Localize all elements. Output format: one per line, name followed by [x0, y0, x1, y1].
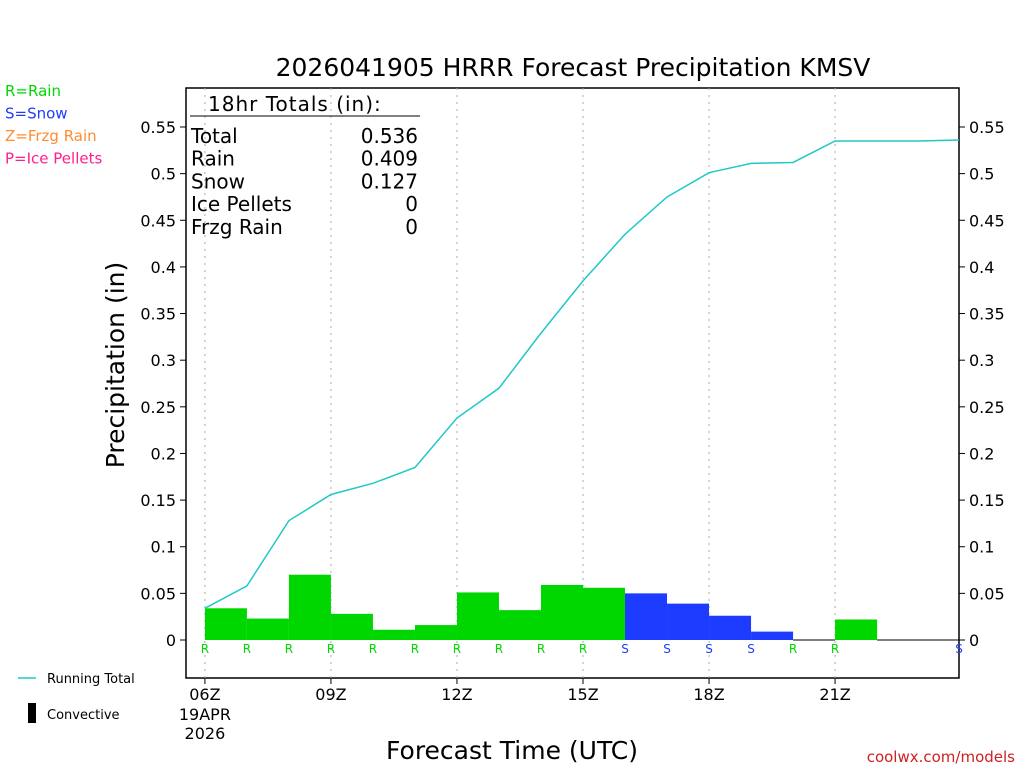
totals-value-ice-pellets: 0 — [405, 192, 418, 216]
bar-19 — [751, 631, 794, 640]
bar-12 — [456, 592, 499, 640]
totals-value-rain: 0.409 — [361, 147, 418, 171]
x-tick-sublabel-2026: 2026 — [185, 724, 226, 743]
y-tick-label-right-0.45: 0.45 — [969, 211, 1005, 230]
y-axis-right: 0 0.05 0.1 0.15 0.2 0.25 0.3 0.35 0.4 0.45 0.5 0.55 — [959, 118, 1005, 650]
x-axis-label: Forecast Time (UTC) — [386, 736, 638, 765]
running-total-line — [204, 139, 960, 609]
totals-header: 18hr Totals (in): — [208, 92, 382, 116]
bar-14 — [540, 584, 584, 640]
convective-legend-label: Convective — [47, 708, 120, 723]
totals-label-frzg-rain: Frzg Rain — [191, 215, 283, 239]
precip-type-legend: R=Rain S=Snow Z=Frzg Rain P=Ice Pellets — [5, 82, 102, 168]
y-axis-label: Precipitation (in) — [101, 262, 130, 469]
y-tick-label-left-0.3: 0.3 — [151, 351, 176, 370]
type-legend-r: R=Rain — [5, 82, 61, 100]
bar-18 — [709, 615, 752, 640]
running-total-series — [204, 139, 960, 609]
x-tick-label-18Z: 18Z — [693, 685, 724, 704]
convective-legend-swatch — [28, 703, 36, 723]
type-label-21: R — [831, 642, 839, 656]
y-tick-label-left-0.25: 0.25 — [140, 398, 176, 417]
type-label-9: R — [327, 642, 335, 656]
y-tick-label-right-0.2: 0.2 — [969, 444, 994, 463]
type-legend-p: P=Ice Pellets — [5, 150, 102, 168]
y-tick-label-left-0.2: 0.2 — [151, 444, 176, 463]
bar-9 — [330, 613, 373, 640]
bar-16 — [625, 593, 668, 640]
type-label-17: S — [663, 642, 671, 656]
y-tick-label-right-0.4: 0.4 — [969, 258, 994, 277]
credit-text: coolwx.com/models — [867, 748, 1015, 766]
y-tick-label-left-0.15: 0.15 — [140, 491, 176, 510]
totals-label-ice-pellets: Ice Pellets — [191, 192, 292, 216]
y-tick-label-left-0.05: 0.05 — [140, 584, 176, 603]
bar-series — [204, 574, 959, 641]
bar-17 — [667, 603, 710, 640]
x-tick-label-09Z: 09Z — [315, 685, 346, 704]
totals-value-frzg-rain: 0 — [405, 215, 418, 239]
type-label-14: R — [537, 642, 545, 656]
type-label-15: R — [579, 642, 587, 656]
type-label-18: S — [705, 642, 713, 656]
x-tick-label-15Z: 15Z — [567, 685, 598, 704]
type-legend-z: Z=Frzg Rain — [5, 127, 97, 145]
totals-value-snow: 0.127 — [361, 169, 418, 193]
type-legend-s: S=Snow — [5, 105, 68, 123]
totals-value-total: 0.536 — [361, 124, 418, 148]
bar-15 — [583, 587, 626, 640]
totals-label-snow: Snow — [191, 169, 245, 193]
y-tick-label-left-0.55: 0.55 — [140, 118, 176, 137]
y-tick-label-right-0.15: 0.15 — [969, 491, 1005, 510]
type-label-11: R — [411, 642, 419, 656]
chart-title: 2026041905 HRRR Forecast Precipitation K… — [276, 53, 871, 82]
y-tick-label-left-0: 0 — [166, 631, 176, 650]
totals-box: 18hr Totals (in): Total 0.536 Rain 0.409 Snow… — [190, 92, 420, 239]
y-tick-label-right-0.05: 0.05 — [969, 584, 1005, 603]
bar-6 — [204, 608, 247, 640]
y-tick-label-right-0: 0 — [969, 631, 979, 650]
type-label-8: R — [285, 642, 293, 656]
x-tick-sublabel-19APR: 19APR — [179, 705, 231, 724]
y-tick-label-left-0.5: 0.5 — [151, 165, 176, 184]
type-label-13: R — [495, 642, 503, 656]
running-total-legend-label: Running Total — [47, 672, 135, 687]
type-label-12: R — [453, 642, 461, 656]
y-tick-label-right-0.1: 0.1 — [969, 538, 994, 557]
y-tick-label-left-0.45: 0.45 — [140, 211, 176, 230]
plot-frame — [185, 87, 960, 679]
y-tick-label-right-0.35: 0.35 — [969, 305, 1005, 324]
bar-10 — [372, 629, 415, 640]
y-tick-label-right-0.3: 0.3 — [969, 351, 994, 370]
y-tick-label-left-0.1: 0.1 — [151, 538, 176, 557]
type-label-16: S — [621, 642, 629, 656]
bar-11 — [414, 625, 457, 640]
type-label-6: R — [201, 642, 209, 656]
type-label-20: R — [789, 642, 797, 656]
y-tick-label-left-0.35: 0.35 — [140, 305, 176, 324]
type-label-10: R — [369, 642, 377, 656]
bar-7 — [246, 618, 289, 640]
y-tick-label-left-0.4: 0.4 — [151, 258, 176, 277]
bar-13 — [498, 610, 541, 640]
bar-8 — [288, 574, 331, 640]
x-tick-label-21Z: 21Z — [819, 685, 850, 704]
type-label-19: S — [747, 642, 755, 656]
x-tick-label-12Z: 12Z — [441, 685, 472, 704]
y-axis-left: 0 0.05 0.1 0.15 0.2 0.25 0.3 0.35 0.4 0.45 0.5 0.55 — [140, 118, 186, 650]
totals-label-rain: Rain — [191, 147, 235, 171]
y-tick-label-right-0.5: 0.5 — [969, 165, 994, 184]
x-tick-label-06Z: 06Z — [189, 685, 220, 704]
y-tick-label-right-0.55: 0.55 — [969, 118, 1005, 137]
type-label-23.95: S — [955, 642, 963, 656]
type-label-7: R — [243, 642, 251, 656]
bar-21 — [835, 619, 878, 640]
totals-label-total: Total — [190, 124, 238, 148]
y-tick-label-right-0.25: 0.25 — [969, 398, 1005, 417]
